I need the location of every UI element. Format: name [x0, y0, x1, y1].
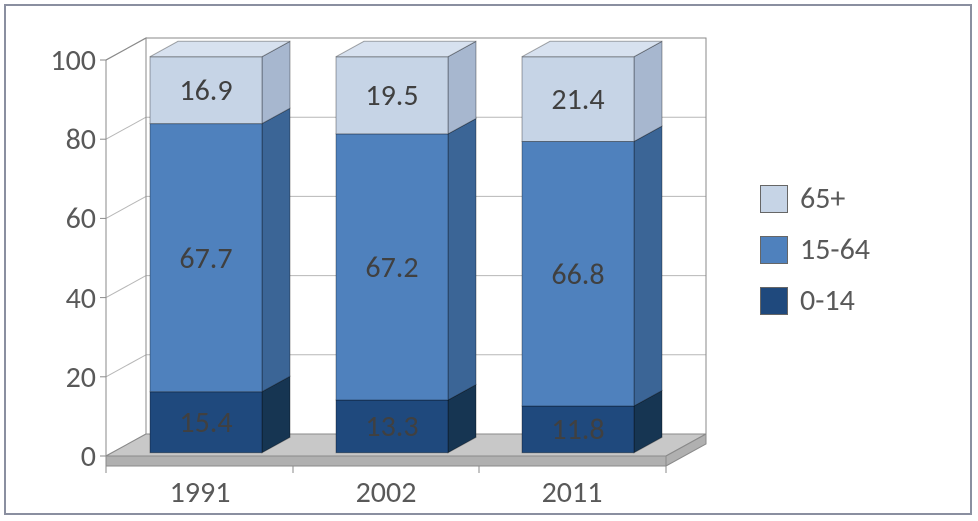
y-tick-label: 20 [14, 359, 96, 396]
chart-frame: 020406080100 199120022011 15.467.716.913… [4, 4, 972, 515]
bar-side [448, 41, 476, 134]
y-tick-label: 40 [14, 280, 96, 317]
legend-label: 65+ [800, 180, 845, 217]
legend-label: 15-64 [800, 231, 870, 268]
bar-side [262, 108, 290, 391]
bar-front [336, 134, 448, 400]
legend-item: 15-64 [760, 231, 950, 268]
bar-side [634, 41, 662, 141]
legend-swatch [760, 185, 788, 213]
bar-front [522, 57, 634, 142]
y-tick-label: 80 [14, 121, 96, 158]
x-category-label: 2011 [492, 474, 652, 511]
y-tick-label: 100 [14, 42, 96, 79]
bar-front [522, 406, 634, 453]
bar-front [336, 400, 448, 453]
legend-swatch [760, 287, 788, 315]
legend-item: 65+ [760, 180, 950, 217]
bar-side [634, 126, 662, 406]
bar-side [448, 119, 476, 401]
bar-front [336, 57, 448, 134]
bar-front [150, 392, 262, 453]
bar-front [150, 124, 262, 392]
legend-swatch [760, 236, 788, 264]
legend-label: 0-14 [800, 282, 855, 319]
legend: 65+ 15-64 0-14 [760, 166, 950, 333]
x-category-label: 2002 [306, 474, 466, 511]
x-category-label: 1991 [120, 474, 280, 511]
y-tick-label: 0 [14, 438, 96, 475]
bar-front [150, 57, 262, 124]
bar-front [522, 141, 634, 406]
side-wall [106, 38, 146, 456]
chart-3d-scene [106, 26, 746, 486]
floor-front [106, 456, 666, 466]
y-tick-label: 60 [14, 200, 96, 237]
plot-area [106, 26, 746, 466]
legend-item: 0-14 [760, 282, 950, 319]
